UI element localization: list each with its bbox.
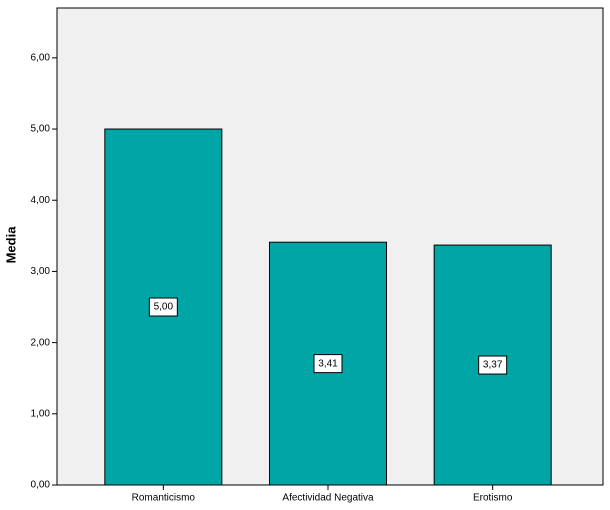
y-tick-label: 2,00 — [31, 337, 51, 348]
bar — [269, 241, 387, 486]
y-tick-label: 0,00 — [31, 480, 51, 491]
y-tick-label: 1,00 — [31, 408, 51, 419]
y-tick-label: 3,00 — [31, 266, 51, 277]
y-axis-label: Media — [3, 226, 18, 264]
x-tick-label: Erotismo — [473, 493, 513, 504]
y-tick-label: 5,00 — [31, 124, 51, 135]
value-label: 5,00 — [154, 302, 174, 313]
value-label: 3,41 — [318, 358, 338, 369]
value-label-box — [148, 297, 178, 317]
x-tick-label: Romanticismo — [132, 493, 196, 504]
value-label: 3,37 — [483, 360, 503, 371]
y-tick-label: 4,00 — [31, 195, 51, 206]
x-tick-label: Afectividad Negativa — [282, 493, 374, 504]
y-tick-label: 6,00 — [31, 52, 51, 63]
value-label-box — [478, 355, 508, 375]
value-label-box — [313, 354, 343, 374]
